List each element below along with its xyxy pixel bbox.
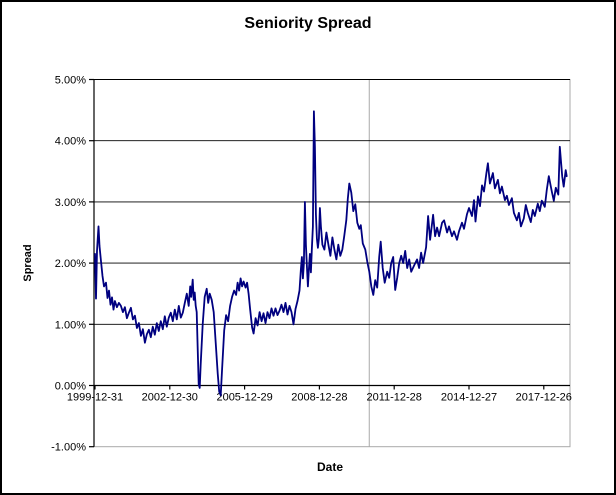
x-tick-label: 2002-12-30 <box>142 392 198 404</box>
y-axis-title: Spread <box>22 244 34 282</box>
series-line <box>94 110 568 397</box>
y-tick-label: -1.00% <box>51 442 86 454</box>
y-tick-label: 4.00% <box>55 136 86 148</box>
x-tick-label: 2005-12-29 <box>216 392 272 404</box>
y-tick-label: 2.00% <box>55 258 86 270</box>
y-tick-label: 3.00% <box>55 197 86 209</box>
x-tick-label: 2008-12-28 <box>291 392 347 404</box>
y-tick-label: 0.00% <box>55 381 86 393</box>
x-tick-label: 1999-12-31 <box>67 392 123 404</box>
y-tick-label: 1.00% <box>55 319 86 331</box>
x-tick-label: 2011-12-28 <box>366 392 421 404</box>
x-tick-label: 2014-12-27 <box>441 392 497 404</box>
x-tick-label: 2017-12-26 <box>516 392 572 404</box>
chart-title: Seniority Spread <box>244 15 372 32</box>
y-tick-label: 5.00% <box>55 75 86 87</box>
x-axis-title: Date <box>316 460 344 474</box>
